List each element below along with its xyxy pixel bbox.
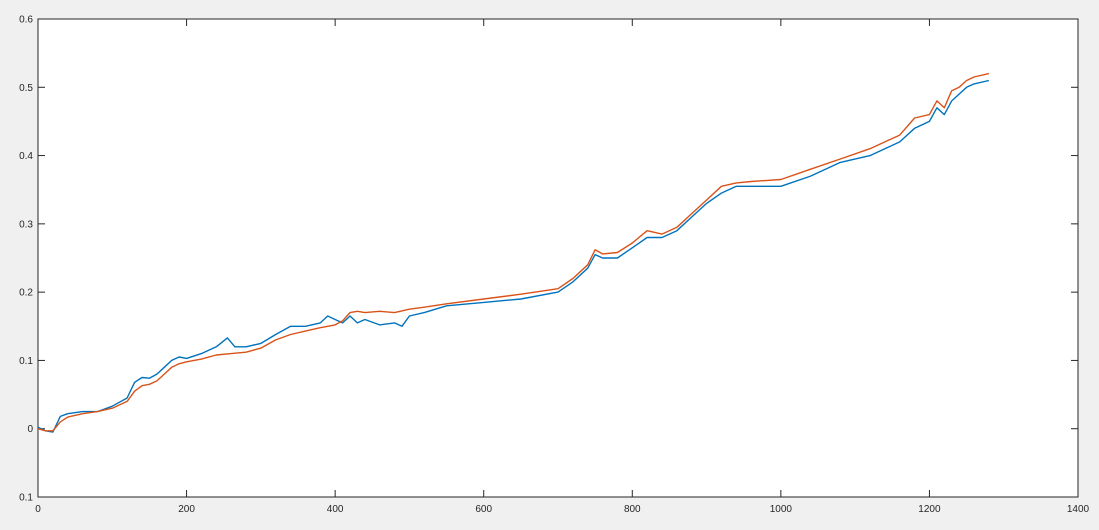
series-lines [37, 72, 990, 433]
y-tick-label: 0.5 [19, 83, 33, 94]
x-tick-label: 1400 [1067, 504, 1090, 515]
plot-area [37, 18, 1079, 498]
y-tick-label: 0 [27, 424, 33, 435]
axis-tick-labels: 0 200 400 600 800 1000 1200 14000.100.10.20.30.… [19, 15, 1089, 516]
series-line-2 [37, 72, 990, 432]
y-tick-label: 0.2 [19, 288, 33, 299]
x-tick-label: 400 [327, 504, 344, 515]
axis-ticks [37, 18, 1079, 498]
x-tick-label: 800 [624, 504, 641, 515]
y-tick-label: 0.4 [19, 151, 33, 162]
x-tick-label: 1200 [918, 504, 941, 515]
x-tick-label: 600 [475, 504, 492, 515]
y-tick-label: 0.6 [19, 15, 33, 26]
x-tick-label: 1000 [770, 504, 793, 515]
series-line-1 [37, 79, 990, 433]
y-tick-label: 0.3 [19, 219, 33, 230]
y-tick-label: 0.1 [19, 493, 33, 504]
x-tick-label: 200 [178, 504, 195, 515]
x-tick-label: 0 [35, 504, 41, 515]
y-tick-label: 0.1 [19, 356, 33, 367]
